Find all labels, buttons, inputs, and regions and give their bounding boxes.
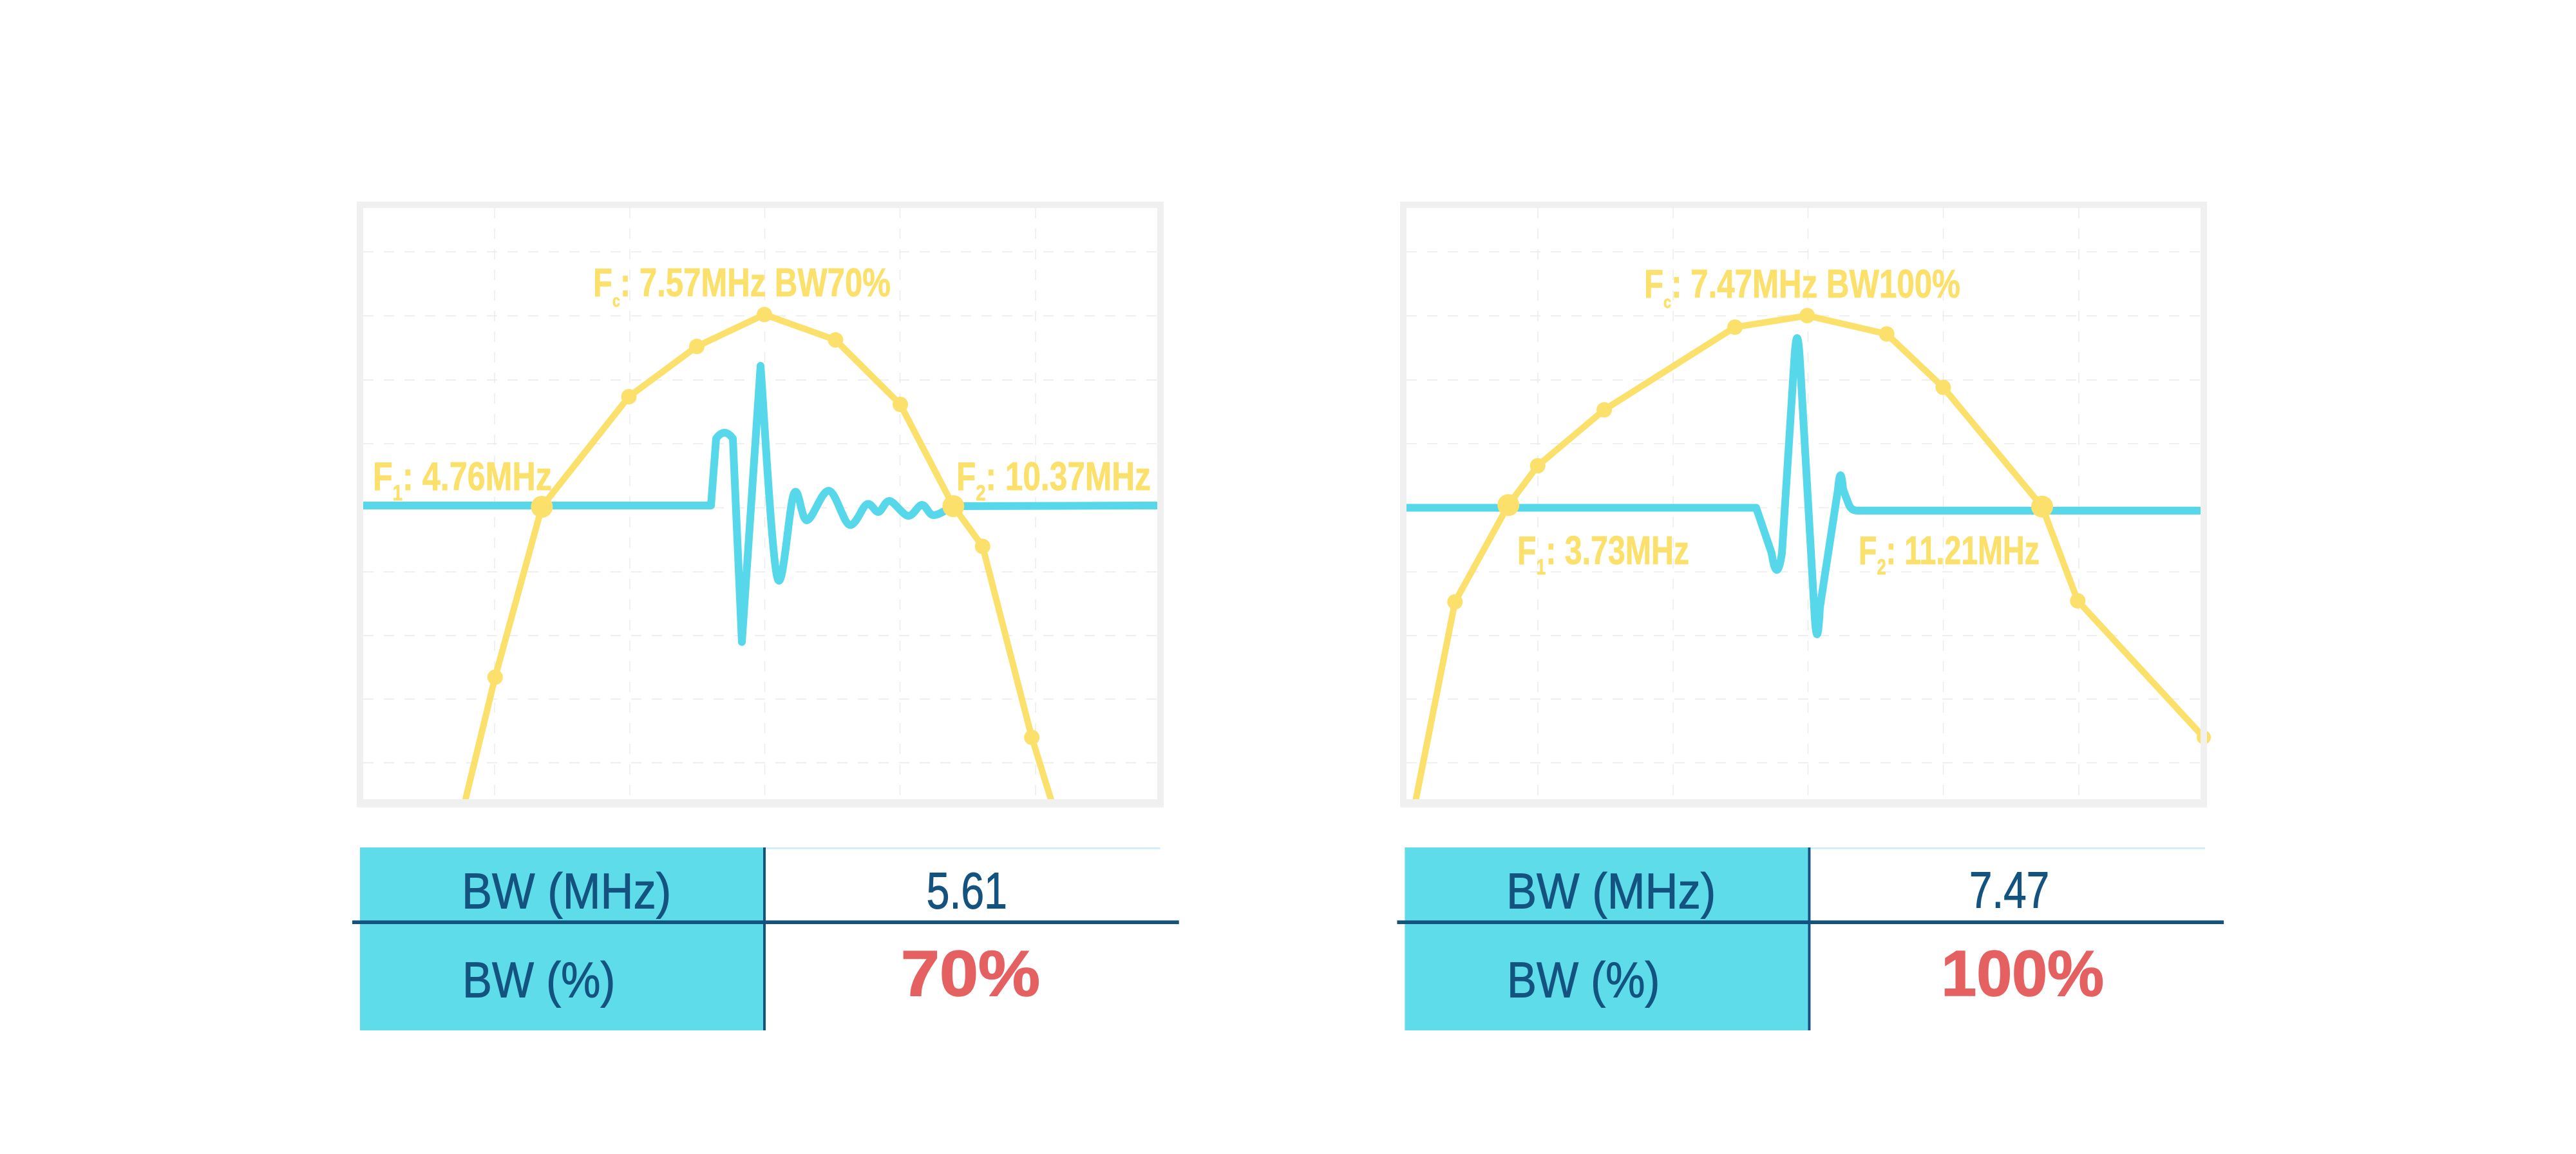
svg-text:F2: 10.37MHz: F2: 10.37MHz: [956, 454, 1151, 506]
svg-text:7.47: 7.47: [1969, 862, 2049, 920]
svg-text:F1: 4.76MHz: F1: 4.76MHz: [373, 454, 552, 506]
svg-text:BW (MHz): BW (MHz): [1506, 863, 1716, 919]
svg-text:F2: 11.21MHz: F2: 11.21MHz: [1859, 527, 2040, 579]
svg-text:BW (MHz): BW (MHz): [462, 863, 671, 919]
svg-text:70%: 70%: [901, 938, 1040, 1010]
svg-text:100%: 100%: [1941, 938, 2104, 1010]
svg-text:F1: 3.73MHz: F1: 3.73MHz: [1517, 528, 1689, 580]
svg-text:5.61: 5.61: [927, 862, 1007, 920]
svg-text:Fc: 7.57MHz BW70%: Fc: 7.57MHz BW70%: [593, 260, 891, 310]
svg-text:BW (%): BW (%): [1507, 952, 1660, 1008]
svg-text:Fc: 7.47MHz BW100%: Fc: 7.47MHz BW100%: [1644, 261, 1960, 312]
svg-text:BW (%): BW (%): [462, 952, 615, 1008]
